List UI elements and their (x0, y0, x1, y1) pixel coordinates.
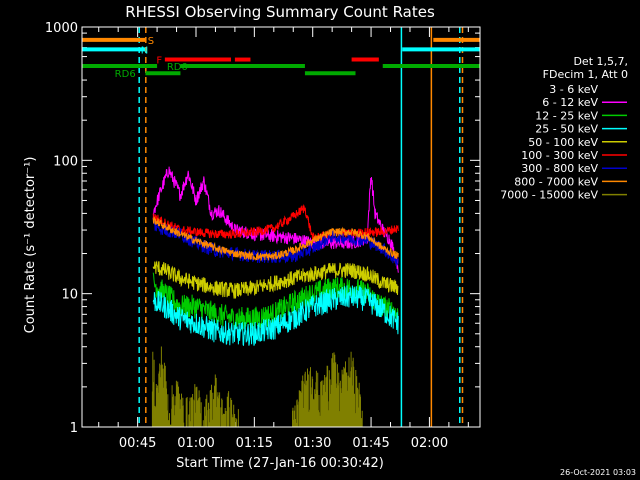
legend-label-300-800-kev: 300 - 800 keV (521, 162, 598, 175)
legend-header-line-1: Det 1,5,7, (573, 55, 628, 68)
legend-header-line-2: FDecim 1, Att 0 (543, 68, 628, 81)
legend-label-12-25-kev: 12 - 25 keV (535, 109, 598, 122)
timestamp: 26-Oct-2021 03:03 (560, 468, 636, 477)
x-tick-label: 01:00 (177, 436, 214, 451)
legend-label-25-50-kev: 25 - 50 keV (535, 123, 598, 136)
legend-label-50-100-kev: 50 - 100 keV (528, 136, 598, 149)
series-line-800-7000-kev (152, 216, 399, 262)
chart-title: RHESSI Observing Summary Count Rates (125, 3, 435, 21)
state-label-rd6: RD6 (115, 69, 136, 80)
series-line-6-12-kev (152, 166, 399, 273)
legend-label-800-7000-kev: 800 - 7000 keV (514, 175, 598, 188)
x-tick-label: 01:15 (236, 436, 273, 451)
series-line-7000-15000-kev (151, 346, 363, 427)
legend-label-6-12-kev: 6 - 12 keV (542, 96, 598, 109)
x-tick-label: 02:00 (411, 436, 448, 451)
legend-label-100-300-kev: 100 - 300 keV (521, 149, 598, 162)
x-tick-label: 01:45 (352, 436, 389, 451)
series-line-3-6-kev (152, 156, 399, 203)
x-tick-label: 01:30 (294, 436, 331, 451)
series-line-50-100-kev (152, 260, 399, 299)
x-tick-label: 00:45 (119, 436, 156, 451)
plot-frame (81, 26, 481, 428)
series-line-12-25-kev (152, 272, 399, 332)
series-line-25-50-kev (152, 285, 399, 346)
y-tick-label: 100 (53, 154, 78, 169)
y-tick-label: 10 (61, 288, 78, 303)
plot-area: 1 10 100 1000 00:45 01:00 01:15 01:30 01:45 02:00… (45, 21, 480, 451)
state-label-n: N (141, 45, 148, 56)
y-tick-label: 1 (70, 421, 78, 436)
state-label-s: S (148, 36, 154, 47)
state-label-rd0: RD0 (167, 62, 188, 73)
y-tick-label: 1000 (45, 21, 78, 36)
x-axis-label: Start Time (27-Jan-16 00:30:42) (176, 456, 384, 471)
legend-label-3-6-kev: 3 - 6 keV (549, 83, 598, 96)
state-label-f: F (156, 56, 162, 67)
legend-label-7000-15000-kev: 7000 - 15000 keV (500, 189, 598, 202)
y-axis-label: Count Rate (s⁻¹ detector⁻¹) (23, 157, 38, 334)
